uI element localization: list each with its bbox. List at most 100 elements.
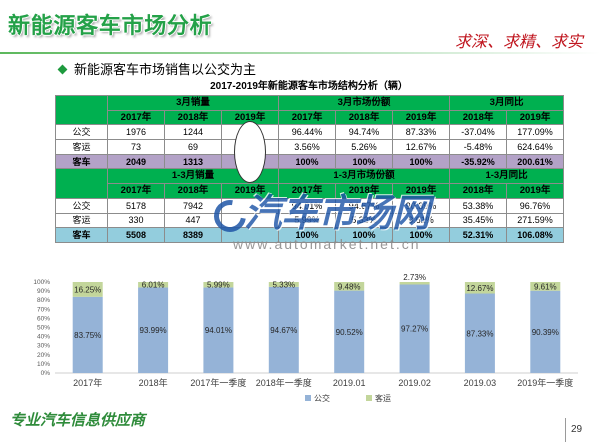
bar-coach [334,282,365,291]
table-year-header: 2019年 [220,183,280,199]
table-group-header-row: 3月销量 3月市场份额 3月同比 [55,94,565,126]
x-tick-label: 2017年 [73,377,102,388]
data-label-coach: 9.48% [338,282,361,291]
bar-coach [72,282,103,297]
x-tick-label: 2019.03 [464,378,497,388]
data-label-bus: 97.27% [401,325,428,334]
table-title: 2017-2019年新能源客车市场结构分析（辆） [210,81,408,92]
legend-swatch-bus [305,395,311,401]
data-label-coach: 2.73% [403,273,426,282]
y-tick-label: 90% [37,288,50,295]
table-corner-cell [55,94,108,126]
x-tick-label: 2019年一季度 [517,377,573,388]
table-year-header: 2018年 [164,109,222,126]
data-label-bus: 83.75% [74,331,101,340]
bar-bus [72,296,103,374]
table-group-header: 1-3月市场份额 [278,168,451,185]
table-group-header: 3月同比 [449,95,565,111]
table-row: 公交 1976 1244 96.44% 94.74% 87.33% -37.04% 177.0… [55,124,565,141]
x-tick-label: 2017年一季度 [190,377,246,388]
x-tick-label: 2018年一季度 [256,377,312,388]
table-group-header: 3月市场份额 [278,95,451,111]
x-tick-label: 2019.02 [398,378,431,388]
table-year-header: 2019年 [392,109,451,126]
slide-title: 新能源客车市场分析 [8,13,213,38]
table-row: 客运 330 447 5.99% 5.33% 9.61% 35.45% 271.59% [55,212,565,229]
table-year-header: 2017年 [278,109,337,126]
data-label-bus: 94.67% [270,326,297,335]
bullet-text: 新能源客车市场销售以公交为主 [74,62,257,77]
table-year-header: 2019年 [392,183,451,199]
table-row-label: 客车 [55,227,108,243]
data-label-coach: 5.33% [272,280,295,289]
y-tick-label: 30% [37,343,50,350]
table-cell-hidden [220,227,280,243]
bar-coach [203,282,234,288]
data-label-coach: 12.67% [466,284,493,293]
table-year-header-row: 2017年 2018年 2019年 2017年 2018年 2019年 2018年 2019年 [56,109,565,126]
table-corner-cell [55,168,108,199]
table-year-header: 2018年 [335,109,394,126]
watermark-url: www.automarket.net.cn [233,236,421,252]
y-tick-label: 10% [37,361,50,368]
y-tick-label: 0% [41,370,51,377]
x-tick-label: 2019.01 [333,378,366,388]
bar-bus [138,287,169,374]
data-label-bus: 90.52% [336,328,363,337]
bar-coach [399,282,430,285]
table-row: 公交 5178 7942 94.01% 94.67% 90.39% 53.38% 96.76% [55,197,565,214]
table-year-header: 2019年 [220,109,280,126]
y-tick-label: 50% [37,325,50,332]
data-label-bus: 93.99% [140,326,167,335]
table-cell: 100% [335,227,394,243]
table-cell: 624.64% [506,139,565,155]
table-year-header: 2019年 [506,109,565,126]
table-group-header: 3月销量 [106,95,280,111]
table-year-header: 2017年 [107,109,165,126]
table-group-header-row: 1-3月销量 1-3月市场份额 1-3月同比 [55,168,565,199]
data-label-bus: 94.01% [205,326,232,335]
slogan: 求深、求精、求实 [455,32,584,51]
bar-bus [399,284,430,374]
y-tick-label: 70% [37,306,50,313]
bar-coach [138,282,169,288]
data-label-coach: 6.01% [142,281,165,290]
market-structure-table: 3月销量 3月市场份额 3月同比 2017年 2018年 2019年 2017年 2018年 2… [55,94,565,243]
bar-bus [334,290,365,373]
y-tick-label: 60% [37,315,50,322]
bar-coach [464,282,495,294]
footer-tagline: 专业汽车信息供应商 [10,411,146,429]
legend-label-bus: 公交 [314,393,330,403]
bar-bus [203,287,234,374]
table-cell: 8389 [164,227,222,243]
footer-divider [565,418,566,442]
legend-label-coach: 客运 [375,393,391,403]
y-tick-label: 20% [37,352,50,359]
bar-coach [530,282,561,291]
data-label-bus: 90.39% [532,328,559,337]
table-year-header: 2017年 [107,183,165,199]
table-cell: 106.08% [506,227,565,243]
table-total-row: 客车 5508 8389 100% 100% 100% 52.31% 106.08% [55,227,565,243]
bar-coach [268,282,299,287]
bar-bus [268,286,299,374]
y-tick-label: 100% [33,279,50,286]
watermark-name: 汽车市场网 [244,193,430,235]
data-label-coach: 16.25% [74,285,101,294]
title-divider [0,52,600,54]
legend-swatch-coach [366,395,372,401]
data-label-coach: 9.61% [534,282,557,291]
x-tick-label: 2018年 [139,377,168,388]
cover-oval-shape [234,121,266,183]
table-year-header: 2018年 [449,109,508,126]
data-label-coach: 5.99% [207,281,230,290]
table-body: 3月销量 3月市场份额 3月同比 2017年 2018年 2019年 2017年 2018年 2… [55,94,565,243]
table-group-header: 1-3月销量 [106,168,280,185]
page-number: 29 [571,424,583,435]
y-tick-label: 40% [37,334,50,341]
table-cell: 5508 [107,227,165,243]
bar-bus [464,293,495,373]
table-cell: 100% [392,227,451,243]
y-tick-label: 80% [37,297,50,304]
